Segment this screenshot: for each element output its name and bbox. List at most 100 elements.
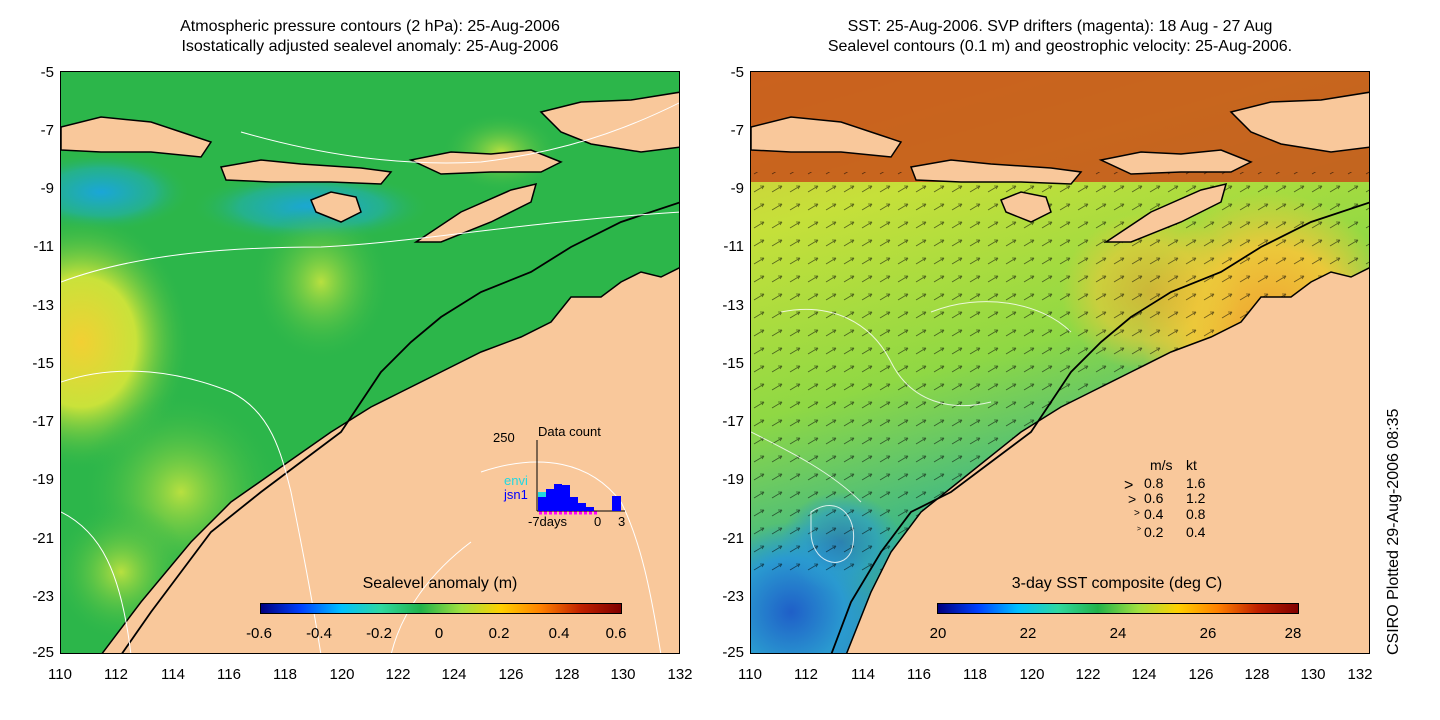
right-colorbar-tick: 22 [1019, 625, 1037, 642]
inset-series-jsn1: jsn1 [504, 487, 528, 502]
left-colorbar [260, 603, 622, 614]
inset-x-right: 3 [618, 514, 626, 529]
legend-kt: 0.4 [1186, 524, 1206, 540]
inset-x-left: -7days [528, 514, 568, 529]
left-x-tick: 120 [329, 666, 355, 683]
inset-bar [586, 507, 594, 511]
sealevel-anomaly-map[interactable] [60, 71, 680, 654]
right-x-tick: 132 [1347, 666, 1373, 683]
legend-arrow-icon: > [1128, 491, 1137, 507]
inset-bar [612, 496, 621, 511]
left-y-tick: -15 [32, 355, 54, 372]
right-title: SST: 25-Aug-2006. SVP drifters (magenta)… [750, 17, 1370, 57]
left-x-tick: 114 [161, 666, 185, 683]
left-y-tick: -11 [33, 238, 54, 255]
right-y-tick: -5 [730, 64, 744, 81]
right-y-tick: -23 [722, 588, 744, 605]
right-x-tick: 120 [1019, 666, 1045, 683]
right-y-tick: -7 [730, 122, 744, 139]
right-y-tick: -21 [722, 530, 744, 547]
right-y-tick: -19 [722, 471, 744, 488]
inset-bar [538, 492, 546, 497]
inset-bar [546, 489, 554, 511]
left-y-tick: -13 [32, 297, 54, 314]
left-y-tick: -17 [32, 413, 54, 430]
inset-bar [554, 484, 562, 511]
right-y-tick: -17 [722, 413, 744, 430]
inset-series-envi: envi [504, 473, 528, 488]
inset-title: Data count [538, 424, 601, 439]
right-x-tick: 130 [1300, 666, 1326, 683]
left-title-line1: Atmospheric pressure contours (2 hPa): 2… [180, 18, 560, 35]
legend-header-kt: kt [1186, 457, 1197, 473]
right-y-tick: -9 [730, 180, 744, 197]
left-x-tick: 116 [217, 666, 241, 683]
left-colorbar-tick: -0.6 [246, 625, 272, 642]
right-colorbar-title: 3-day SST composite (deg C) [1011, 575, 1223, 592]
left-y-tick: -25 [32, 644, 54, 661]
right-x-tick: 126 [1188, 666, 1214, 683]
legend-ms: 0.8 [1144, 475, 1164, 491]
left-y-tick: -19 [32, 471, 54, 488]
left-colorbar-title: Sealevel anomaly (m) [362, 575, 518, 592]
inset-x-zero: 0 [594, 514, 602, 529]
right-x-tick: 110 [738, 666, 762, 683]
right-colorbar-tick: 24 [1109, 625, 1127, 642]
legend-header-ms: m/s [1150, 457, 1173, 473]
left-colorbar-tick: -0.4 [306, 625, 332, 642]
inset-bar [562, 485, 570, 511]
legend-arrow-icon: > [1124, 477, 1134, 494]
left-colorbar-tick: 0.2 [488, 625, 510, 642]
right-title-line1: SST: 25-Aug-2006. SVP drifters (magenta)… [847, 18, 1273, 35]
left-y-tick: -5 [40, 64, 54, 81]
left-x-tick: 130 [610, 666, 636, 683]
legend-kt: 1.6 [1186, 475, 1206, 491]
right-colorbar-tick: 28 [1284, 625, 1302, 642]
left-colorbar-tick: 0.4 [548, 625, 570, 642]
left-x-tick: 118 [273, 666, 297, 683]
right-y-tick: -13 [722, 297, 744, 314]
left-x-tick: 128 [554, 666, 580, 683]
legend-ms: 0.4 [1144, 506, 1164, 522]
left-x-tick: 112 [104, 666, 128, 683]
inset-histogram [536, 440, 625, 515]
left-x-tick: 122 [385, 666, 411, 683]
credit-label: CSIRO Plotted 29-Aug-2006 08:35 [1385, 408, 1402, 655]
right-y-tick: -15 [722, 355, 744, 372]
left-y-tick: -21 [32, 530, 54, 547]
legend-kt: 1.2 [1186, 490, 1206, 506]
left-y-tick: -9 [40, 180, 54, 197]
right-y-tick: -11 [723, 238, 744, 255]
left-colorbar-tick: 0.6 [605, 625, 627, 642]
left-x-tick: 124 [441, 666, 467, 683]
left-title: Atmospheric pressure contours (2 hPa): 2… [60, 17, 680, 57]
inset-y-max: 250 [493, 430, 515, 445]
left-colorbar-tick: 0 [434, 625, 444, 642]
right-x-tick: 118 [963, 666, 987, 683]
inset-bar [538, 492, 546, 511]
inset-bar [578, 503, 586, 511]
right-x-tick: 116 [907, 666, 931, 683]
legend-arrow-icon: > [1134, 508, 1140, 519]
right-x-tick: 124 [1131, 666, 1157, 683]
right-colorbar [937, 603, 1299, 614]
right-y-tick: -25 [722, 644, 744, 661]
sst-map[interactable] [750, 71, 1370, 654]
legend-ms: 0.2 [1144, 524, 1164, 540]
left-x-tick: 132 [667, 666, 693, 683]
legend-ms: 0.6 [1144, 490, 1164, 506]
left-x-tick: 126 [498, 666, 524, 683]
inset-bar [570, 497, 578, 511]
legend-kt: 0.8 [1186, 506, 1206, 522]
left-colorbar-tick: -0.2 [366, 625, 392, 642]
right-x-tick: 114 [851, 666, 875, 683]
left-x-tick: 110 [48, 666, 72, 683]
right-colorbar-tick: 20 [929, 625, 947, 642]
legend-arrow-icon: > [1137, 526, 1142, 533]
right-x-tick: 128 [1244, 666, 1270, 683]
left-y-tick: -7 [40, 122, 54, 139]
right-x-tick: 112 [794, 666, 818, 683]
right-title-line2: Sealevel contours (0.1 m) and geostrophi… [827, 38, 1293, 55]
left-title-line2: Isostatically adjusted sealevel anomaly:… [181, 38, 559, 55]
right-colorbar-tick: 26 [1199, 625, 1217, 642]
